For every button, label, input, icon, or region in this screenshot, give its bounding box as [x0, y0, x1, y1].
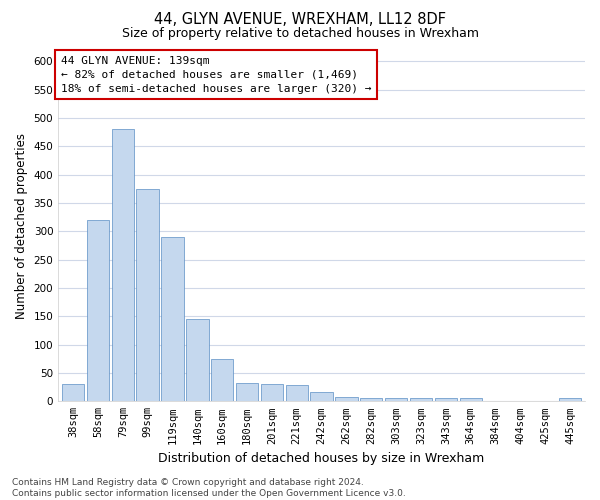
Bar — [310, 392, 333, 402]
Bar — [136, 189, 159, 402]
Bar — [236, 383, 258, 402]
Bar — [559, 398, 581, 402]
X-axis label: Distribution of detached houses by size in Wrexham: Distribution of detached houses by size … — [158, 452, 485, 465]
Bar — [434, 398, 457, 402]
Bar — [260, 384, 283, 402]
Y-axis label: Number of detached properties: Number of detached properties — [15, 132, 28, 318]
Bar — [87, 220, 109, 402]
Bar — [286, 386, 308, 402]
Text: Size of property relative to detached houses in Wrexham: Size of property relative to detached ho… — [121, 28, 479, 40]
Text: Contains HM Land Registry data © Crown copyright and database right 2024.
Contai: Contains HM Land Registry data © Crown c… — [12, 478, 406, 498]
Bar — [161, 237, 184, 402]
Bar — [62, 384, 84, 402]
Text: 44, GLYN AVENUE, WREXHAM, LL12 8DF: 44, GLYN AVENUE, WREXHAM, LL12 8DF — [154, 12, 446, 28]
Bar — [186, 319, 209, 402]
Text: 44 GLYN AVENUE: 139sqm
← 82% of detached houses are smaller (1,469)
18% of semi-: 44 GLYN AVENUE: 139sqm ← 82% of detached… — [61, 56, 371, 94]
Bar — [360, 398, 382, 402]
Bar — [211, 359, 233, 402]
Bar — [335, 397, 358, 402]
Bar — [112, 130, 134, 402]
Bar — [410, 398, 432, 402]
Bar — [460, 398, 482, 402]
Bar — [385, 398, 407, 402]
